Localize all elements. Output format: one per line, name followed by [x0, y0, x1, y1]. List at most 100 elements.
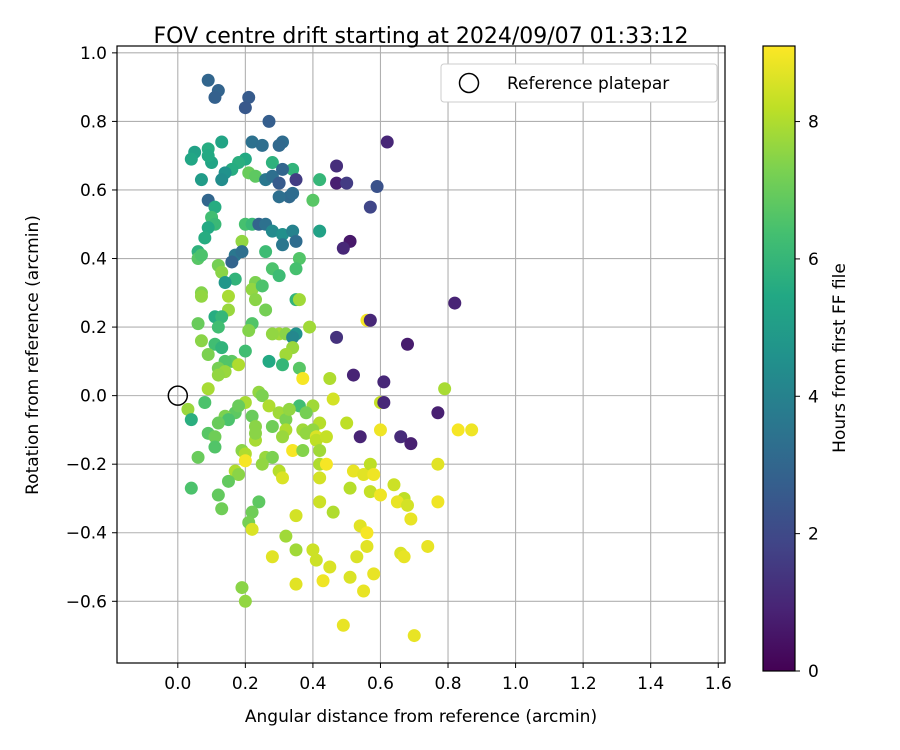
scatter-point [289, 543, 303, 557]
scatter-point [336, 618, 350, 632]
scatter-point [245, 135, 259, 149]
scatter-point [235, 581, 249, 595]
scatter-point [252, 495, 266, 509]
data-points [181, 73, 479, 643]
x-tick-label: 1.2 [570, 674, 597, 694]
scatter-point [360, 526, 374, 540]
scatter-point [208, 430, 222, 444]
y-tick-label: 0.8 [80, 112, 107, 132]
scatter-point [235, 234, 249, 248]
scatter-point [330, 176, 344, 190]
legend-box [440, 63, 718, 103]
colorbar-tick-label: 8 [808, 113, 819, 133]
scatter-point [276, 471, 290, 485]
scatter-point [272, 138, 286, 152]
scatter-point [265, 450, 279, 464]
scatter-point [336, 241, 350, 255]
scatter-point [245, 282, 259, 296]
scatter-point [184, 481, 198, 495]
scatter-point [387, 478, 401, 492]
scatter-point [431, 495, 445, 509]
scatter-point [370, 180, 384, 194]
scatter-point [326, 392, 340, 406]
scatter-point [232, 358, 246, 372]
scatter-point [363, 485, 377, 499]
scatter-point [184, 152, 198, 166]
scatter-point [276, 238, 290, 252]
scatter-point [309, 553, 323, 567]
scatter-point [259, 245, 273, 259]
scatter-point [215, 265, 229, 279]
scatter-point [286, 330, 300, 344]
scatter-point [255, 279, 269, 293]
scatter-point [221, 289, 235, 303]
scatter-point [313, 495, 327, 509]
scatter-point [232, 399, 246, 413]
reference-layer [167, 385, 189, 406]
y-tick-label: −0.4 [66, 524, 107, 544]
scatter-point [265, 419, 279, 433]
scatter-point [265, 327, 279, 341]
scatter-point [303, 320, 317, 334]
scatter-point [323, 371, 337, 385]
scatter-point [201, 382, 215, 396]
scatter-point [286, 186, 300, 200]
scatter-point [221, 474, 235, 488]
scatter-point [211, 320, 225, 334]
scatter-point [194, 334, 208, 348]
scatter-point [282, 402, 296, 416]
scatter-point [235, 245, 249, 259]
scatter-point [306, 193, 320, 207]
scatter-point [238, 454, 252, 468]
chart-title: FOV centre drift starting at 2024/09/07 … [154, 24, 689, 49]
scatter-point [259, 303, 273, 317]
scatter-point [296, 371, 310, 385]
y-tick-label: 0.4 [80, 250, 107, 270]
scatter-point [211, 416, 225, 430]
scatter-point [276, 430, 290, 444]
scatter-point [248, 293, 262, 307]
scatter-point [363, 313, 377, 327]
scatter-point [242, 90, 256, 104]
scatter-point [367, 567, 381, 581]
scatter-point [400, 498, 414, 512]
x-tick-label: 1.4 [637, 674, 664, 694]
scatter-point [262, 114, 276, 128]
scatter-point [306, 543, 320, 557]
scatter-point [289, 262, 303, 276]
scatter-point [191, 317, 205, 331]
scatter-point [225, 255, 239, 269]
x-tick-label: 0.4 [299, 674, 326, 694]
scatter-point [367, 467, 381, 481]
scatter-point [363, 457, 377, 471]
scatter-point [194, 248, 208, 262]
scatter-point [431, 457, 445, 471]
colorbar-tick-label: 4 [808, 387, 819, 407]
scatter-point [404, 437, 418, 451]
scatter-point [211, 368, 225, 382]
scatter-point [353, 430, 367, 444]
scatter-point [373, 423, 387, 437]
scatter-point [238, 101, 252, 115]
scatter-point [346, 368, 360, 382]
scatter-point [262, 399, 276, 413]
x-tick-label: 0.0 [164, 674, 191, 694]
scatter-point [299, 406, 313, 420]
scatter-point [265, 156, 279, 170]
scatter-point [215, 135, 229, 149]
scatter-point [319, 430, 333, 444]
scatter-point [451, 423, 465, 437]
scatter-point [191, 450, 205, 464]
scatter-point [255, 389, 269, 403]
y-tick-label: 1.0 [80, 44, 107, 64]
y-tick-label: 0.2 [80, 318, 107, 338]
scatter-point [286, 224, 300, 238]
scatter-point [323, 560, 337, 574]
x-ticks: 0.0 0.2 0.4 0.6 0.8 1.0 1.2 1.4 1.6 [164, 663, 732, 694]
scatter-point [350, 550, 364, 564]
scatter-point [438, 382, 452, 396]
y-ticks: 1.0 0.8 0.6 0.4 0.2 0.0 −0.2 −0.4 −0.6 [66, 44, 117, 612]
y-tick-label: −0.2 [66, 455, 107, 475]
scatter-point [279, 413, 293, 427]
